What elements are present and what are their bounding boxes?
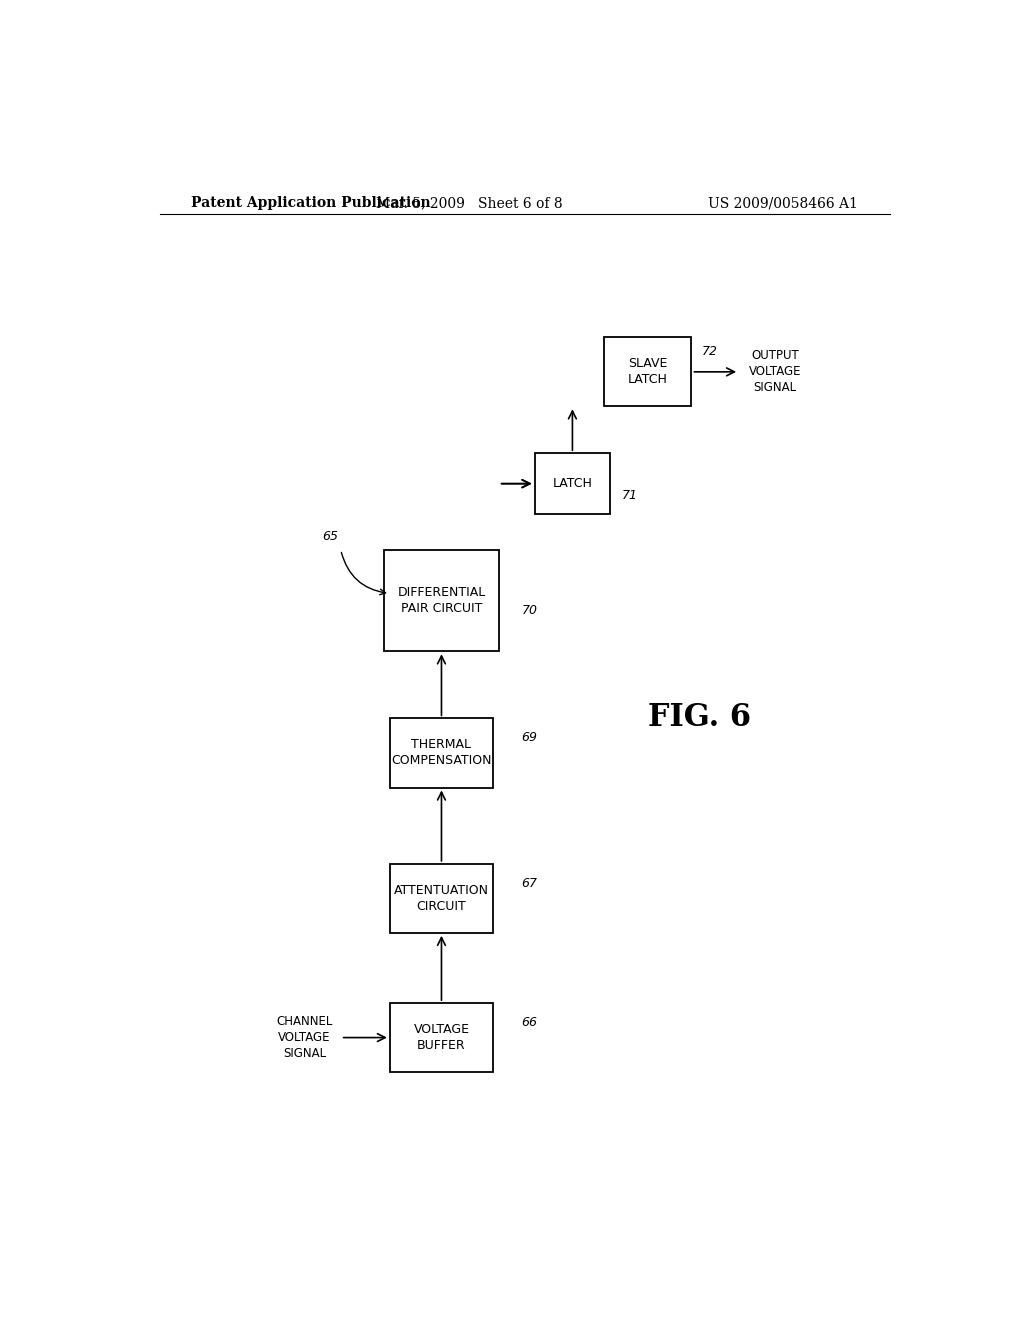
Bar	[390, 863, 494, 933]
Text: SLAVE
LATCH: SLAVE LATCH	[628, 358, 668, 387]
Text: 69: 69	[521, 731, 538, 744]
Text: US 2009/0058466 A1: US 2009/0058466 A1	[709, 197, 858, 210]
Text: 65: 65	[323, 531, 338, 543]
Text: CHANNEL
VOLTAGE
SIGNAL: CHANNEL VOLTAGE SIGNAL	[276, 1015, 333, 1060]
Text: 72: 72	[701, 345, 718, 358]
Bar	[535, 453, 610, 515]
Bar	[390, 718, 494, 788]
Text: Patent Application Publication: Patent Application Publication	[191, 197, 431, 210]
Text: Mar. 5, 2009   Sheet 6 of 8: Mar. 5, 2009 Sheet 6 of 8	[376, 197, 562, 210]
Text: DIFFERENTIAL
PAIR CIRCUIT: DIFFERENTIAL PAIR CIRCUIT	[397, 586, 485, 615]
Text: THERMAL
COMPENSATION: THERMAL COMPENSATION	[391, 738, 492, 767]
Bar	[384, 549, 499, 651]
Text: LATCH: LATCH	[553, 477, 592, 490]
Text: VOLTAGE
BUFFER: VOLTAGE BUFFER	[414, 1023, 469, 1052]
Text: 70: 70	[521, 605, 538, 618]
Text: 71: 71	[622, 490, 638, 503]
Text: ATTENTUATION
CIRCUIT: ATTENTUATION CIRCUIT	[394, 884, 489, 913]
Text: FIG. 6: FIG. 6	[648, 702, 751, 733]
Text: 66: 66	[521, 1016, 538, 1028]
Bar	[390, 1003, 494, 1072]
Text: OUTPUT
VOLTAGE
SIGNAL: OUTPUT VOLTAGE SIGNAL	[749, 350, 801, 395]
Text: 67: 67	[521, 876, 538, 890]
Bar	[604, 338, 691, 407]
